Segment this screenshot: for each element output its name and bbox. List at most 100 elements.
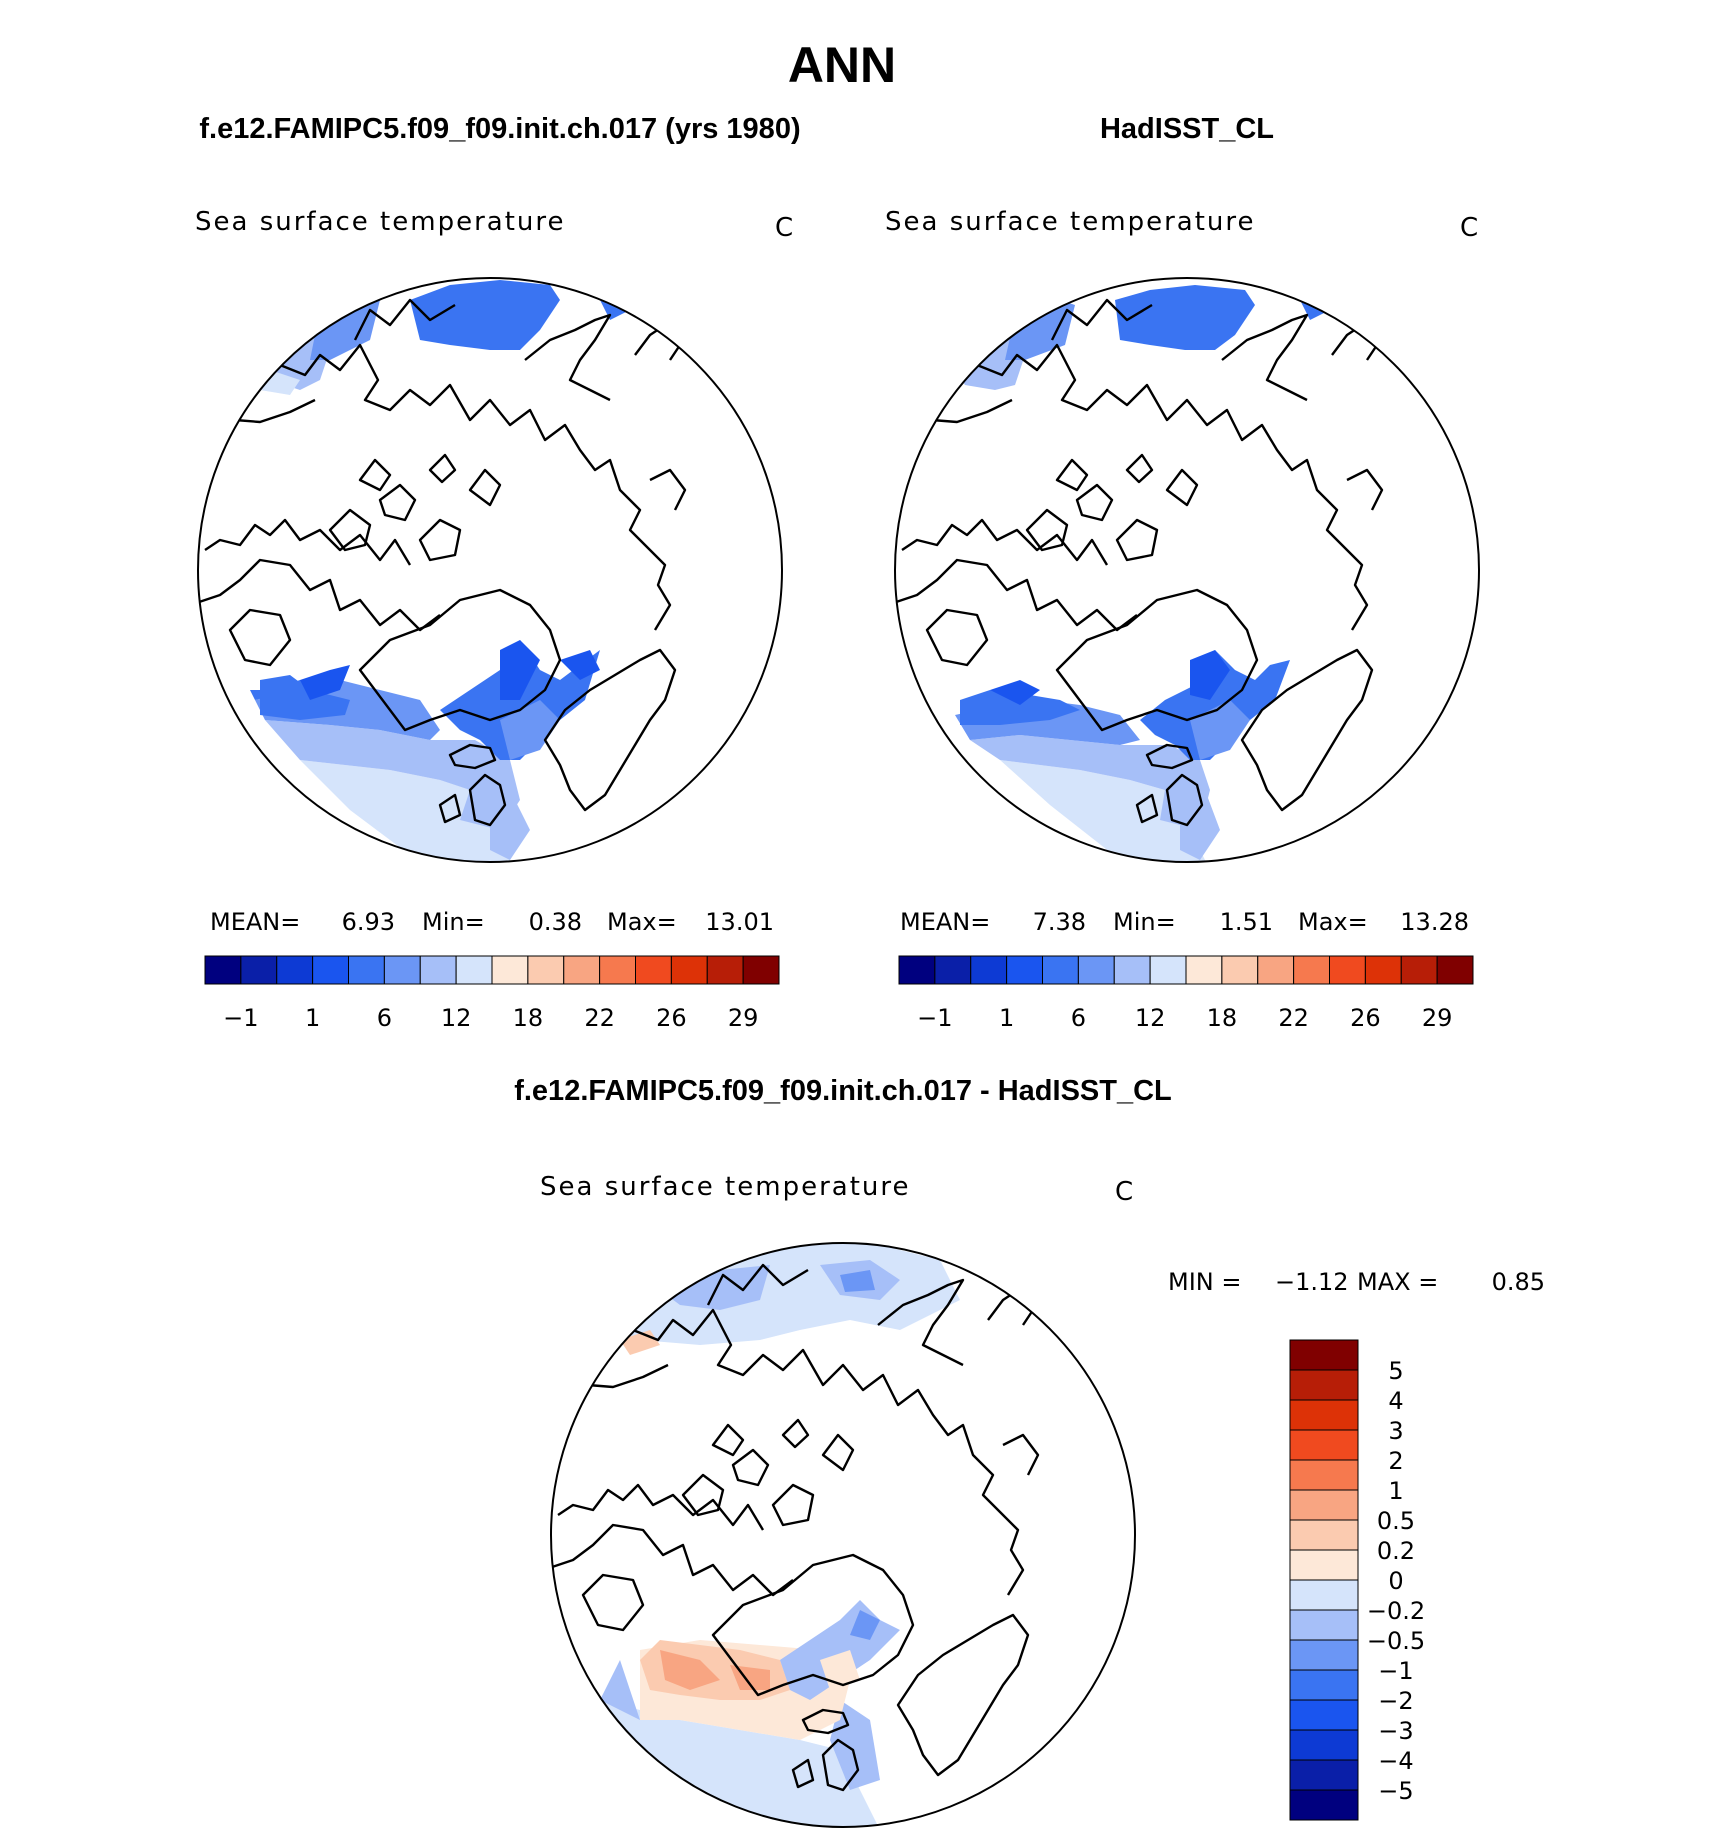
diff-colorbar-tick-label: −0.5 <box>1367 1627 1425 1655</box>
obs-colorbar-tick-label: 22 <box>1278 1004 1309 1032</box>
diff-colorbar-swatch-5 <box>1289 1489 1359 1521</box>
diff-colorbar-swatch-0 <box>1289 1339 1359 1371</box>
diff-colorbar-swatch-14 <box>1289 1759 1359 1791</box>
model-colorbar-tick-label: 26 <box>656 1004 687 1032</box>
diff-max-label: MAX = <box>1357 1268 1438 1296</box>
model-coastlines <box>0 0 195 255</box>
figure-title: ANN <box>788 37 896 93</box>
model-colorbar-swatch-7 <box>455 955 493 985</box>
diff-colorbar-tick-label: 3 <box>1388 1417 1403 1445</box>
model-map-boundary <box>197 277 783 863</box>
obs-colorbar-swatch-12 <box>1329 955 1366 985</box>
model-colorbar-swatch-14 <box>706 955 744 985</box>
diff-colorbar-tick-label: 1 <box>1388 1477 1403 1505</box>
model-colorbar-swatch-3 <box>312 955 349 985</box>
model-colorbar-swatch-6 <box>419 955 457 985</box>
obs-variable: Sea surface temperature <box>885 207 1255 237</box>
model-variable: Sea surface temperature <box>195 207 565 237</box>
obs-colorbar-swatch-7 <box>1149 955 1187 985</box>
obs-map <box>895 278 1479 862</box>
diff-colorbar-tick-label: −0.2 <box>1367 1597 1425 1625</box>
diff-colorbar-swatch-3 <box>1289 1429 1359 1461</box>
obs-colorbar-tick-label: 6 <box>1071 1004 1086 1032</box>
diff-map-boundary <box>550 1242 1136 1828</box>
left-header: f.e12.FAMIPC5.f09_f09.init.ch.017 (yrs 1… <box>199 113 800 145</box>
model-colorbar-tick-label: 18 <box>513 1004 544 1032</box>
obs-colorbar-swatch-3 <box>1006 955 1043 985</box>
diff-max-value: 0.85 <box>1492 1268 1545 1296</box>
model-colorbar-tick-label: −1 <box>223 1004 258 1032</box>
diff-colorbar-tick-label: 2 <box>1388 1447 1403 1475</box>
model-max-value: 13.01 <box>705 908 774 936</box>
diff-colorbar-tick-label: −1 <box>1378 1657 1413 1685</box>
model-colorbar-swatch-10 <box>563 955 601 985</box>
obs-colorbar-swatch-10 <box>1257 955 1295 985</box>
model-colorbar-swatch-2 <box>276 955 314 985</box>
obs-colorbar-tick-label: −1 <box>917 1004 952 1032</box>
diff-colorbar-swatch-8 <box>1289 1579 1359 1611</box>
obs-min-value: 1.51 <box>1220 908 1273 936</box>
diff-colorbar-swatch-12 <box>1289 1699 1359 1731</box>
model-colorbar-swatch-8 <box>491 955 529 985</box>
diff-panel: Sea surface temperature C MIN = −1.12 MA… <box>540 1172 1545 1828</box>
obs-colorbar-swatch-6 <box>1113 955 1151 985</box>
diff-colorbar-swatch-7 <box>1289 1549 1359 1581</box>
model-colorbar-tick-label: 12 <box>441 1004 472 1032</box>
obs-colorbar-swatch-13 <box>1364 955 1402 985</box>
model-mean-value: 6.93 <box>342 908 395 936</box>
model-colorbar-tick-label: 22 <box>584 1004 615 1032</box>
diff-colorbar-tick-label: −5 <box>1378 1777 1413 1805</box>
obs-colorbar-tick-label: 18 <box>1207 1004 1238 1032</box>
obs-units: C <box>1460 213 1478 243</box>
diff-colorbar-tick-label: 5 <box>1388 1357 1403 1385</box>
obs-map-boundary <box>894 277 1480 863</box>
obs-colorbar-swatch-9 <box>1221 955 1259 985</box>
model-max-label: Max= <box>607 908 677 936</box>
diff-colorbar-swatch-9 <box>1289 1609 1359 1641</box>
obs-colorbar-swatch-5 <box>1077 955 1115 985</box>
model-min-label: Min= <box>422 908 485 936</box>
model-units: C <box>775 213 793 243</box>
obs-colorbar-tick-label: 1 <box>999 1004 1014 1032</box>
model-colorbar-tick-label: 29 <box>728 1004 759 1032</box>
model-colorbar: −1 1 6 12 18 22 26 29 <box>204 955 780 1032</box>
obs-colorbar-swatch-0 <box>898 955 936 985</box>
obs-colorbar-swatch-15 <box>1436 955 1474 985</box>
obs-mean-value: 7.38 <box>1033 908 1086 936</box>
model-colorbar-tick-label: 1 <box>305 1004 320 1032</box>
diff-variable: Sea surface temperature <box>540 1172 910 1202</box>
diff-colorbar-tick-label: −4 <box>1378 1747 1413 1775</box>
diff-colorbar-swatch-1 <box>1289 1369 1359 1401</box>
diff-colorbar-swatch-11 <box>1289 1669 1359 1701</box>
model-colorbar-swatch-4 <box>348 955 385 985</box>
right-header: HadISST_CL <box>1100 113 1274 145</box>
obs-min-label: Min= <box>1113 908 1176 936</box>
obs-colorbar-swatch-1 <box>934 955 972 985</box>
model-min-value: 0.38 <box>529 908 582 936</box>
obs-colorbar-swatch-8 <box>1185 955 1223 985</box>
obs-colorbar-tick-label: 12 <box>1135 1004 1166 1032</box>
model-map <box>198 278 782 862</box>
obs-colorbar: −1 1 6 12 18 22 26 29 <box>898 955 1474 1032</box>
obs-max-label: Max= <box>1298 908 1368 936</box>
obs-mean-label: MEAN= <box>900 908 990 936</box>
model-panel: Sea surface temperature C <box>0 0 793 1032</box>
diff-units: C <box>1115 1177 1133 1207</box>
model-mean-label: MEAN= <box>210 908 300 936</box>
diff-min-value: −1.12 <box>1275 1268 1349 1296</box>
diff-colorbar-tick-label: −3 <box>1378 1717 1413 1745</box>
diff-colorbar-swatch-10 <box>1289 1639 1359 1671</box>
diff-colorbar-tick-label: 0.5 <box>1377 1507 1415 1535</box>
diff-colorbar-tick-label: 0 <box>1388 1567 1403 1595</box>
obs-colorbar-swatch-11 <box>1293 955 1330 985</box>
diff-colorbar-swatch-13 <box>1289 1729 1359 1761</box>
obs-colorbar-swatch-14 <box>1400 955 1438 985</box>
obs-max-value: 13.28 <box>1400 908 1469 936</box>
obs-colorbar-tick-label: 26 <box>1350 1004 1381 1032</box>
diff-colorbar-swatch-4 <box>1289 1459 1359 1491</box>
diff-colorbar-swatch-6 <box>1289 1519 1359 1551</box>
diff-header: f.e12.FAMIPC5.f09_f09.init.ch.017 - HadI… <box>514 1075 1172 1107</box>
obs-colorbar-swatch-2 <box>970 955 1008 985</box>
